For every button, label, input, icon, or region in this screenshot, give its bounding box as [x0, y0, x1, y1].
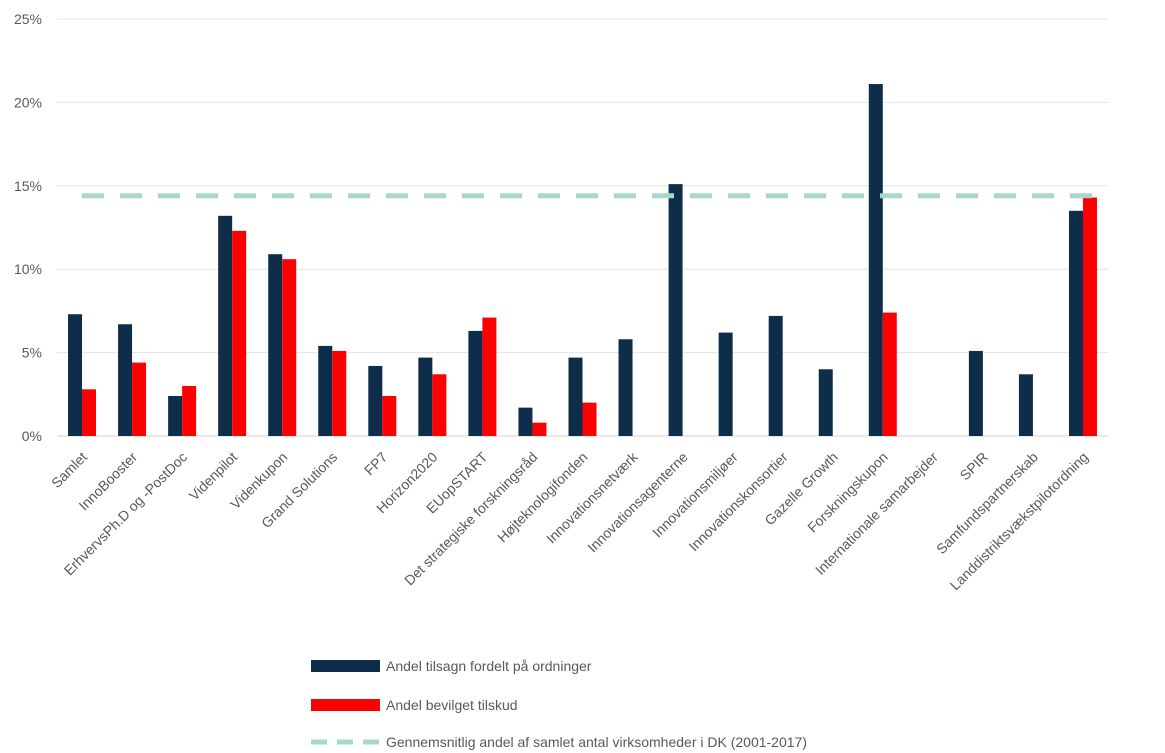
- x-tick-label: Innovationsagenterne: [584, 449, 691, 556]
- bar-tilskud: [432, 374, 447, 436]
- legend-swatch-series-1: [311, 660, 380, 672]
- bar-tilskud: [382, 395, 397, 436]
- bar-tilsagn: [1018, 374, 1033, 436]
- bar-tilsagn: [568, 357, 583, 436]
- bar-tilsagn: [768, 315, 783, 436]
- x-tick-label: Innovationsnetværk: [543, 448, 641, 546]
- legend: Andel tilsagn fordelt på ordninger Andel…: [311, 658, 807, 750]
- bar-tilskud: [282, 259, 297, 436]
- bar-tilsagn: [418, 357, 433, 436]
- bar-tilsagn: [318, 345, 333, 436]
- y-tick-label: 15%: [14, 178, 42, 194]
- bar-tilsagn: [818, 369, 833, 436]
- bar-tilsagn: [618, 339, 633, 436]
- x-tick-label: Innovationsmiljøer: [649, 449, 741, 541]
- bar-tilsagn: [1068, 210, 1083, 436]
- bar-tilsagn: [118, 324, 133, 436]
- x-tick-label: SPIR: [957, 449, 991, 483]
- x-tick-label: Højteknologifonden: [494, 449, 591, 546]
- bar-tilsagn: [218, 215, 233, 436]
- bar-tilsagn: [468, 330, 483, 436]
- y-tick-label: 10%: [14, 261, 42, 277]
- legend-label-series-1: Andel tilsagn fordelt på ordninger: [386, 658, 592, 674]
- bar-tilsagn: [518, 407, 533, 436]
- bar-tilskud: [332, 350, 347, 436]
- bar-tilskud: [82, 389, 97, 436]
- bar-tilskud: [482, 317, 497, 436]
- bar-tilsagn: [368, 365, 383, 436]
- y-tick-label: 5%: [22, 345, 42, 361]
- bar-tilskud: [182, 385, 197, 436]
- bar-tilsagn: [868, 84, 883, 436]
- legend-swatch-series-2: [311, 699, 380, 711]
- bar-tilsagn: [668, 184, 683, 436]
- bar-tilskud: [232, 230, 247, 436]
- legend-label-reference-line: Gennemsnitlig andel af samlet antal virk…: [386, 734, 807, 750]
- bar-tilsagn: [168, 395, 183, 436]
- bars: [68, 84, 1097, 436]
- bar-tilskud: [532, 422, 547, 436]
- bar-tilskud: [882, 312, 897, 436]
- bar-tilskud: [582, 402, 597, 436]
- y-tick-label: 25%: [14, 11, 42, 27]
- bar-tilskud: [132, 362, 147, 436]
- x-tick-label: FP7: [361, 449, 391, 479]
- bar-tilsagn: [68, 314, 83, 436]
- y-tick-label: 0%: [22, 428, 42, 444]
- y-axis-ticks: 0% 5% 10% 15% 20% 25%: [14, 11, 42, 444]
- bar-tilsagn: [268, 254, 283, 436]
- y-tick-label: 20%: [14, 94, 42, 110]
- x-tick-label: Innovationskonsortier: [685, 449, 791, 555]
- legend-label-series-2: Andel bevilget tilskud: [386, 697, 518, 713]
- bar-tilsagn: [718, 332, 733, 436]
- bar-tilsagn: [968, 350, 983, 436]
- bar-tilskud: [1082, 197, 1097, 436]
- x-tick-label: Samlet: [48, 449, 90, 491]
